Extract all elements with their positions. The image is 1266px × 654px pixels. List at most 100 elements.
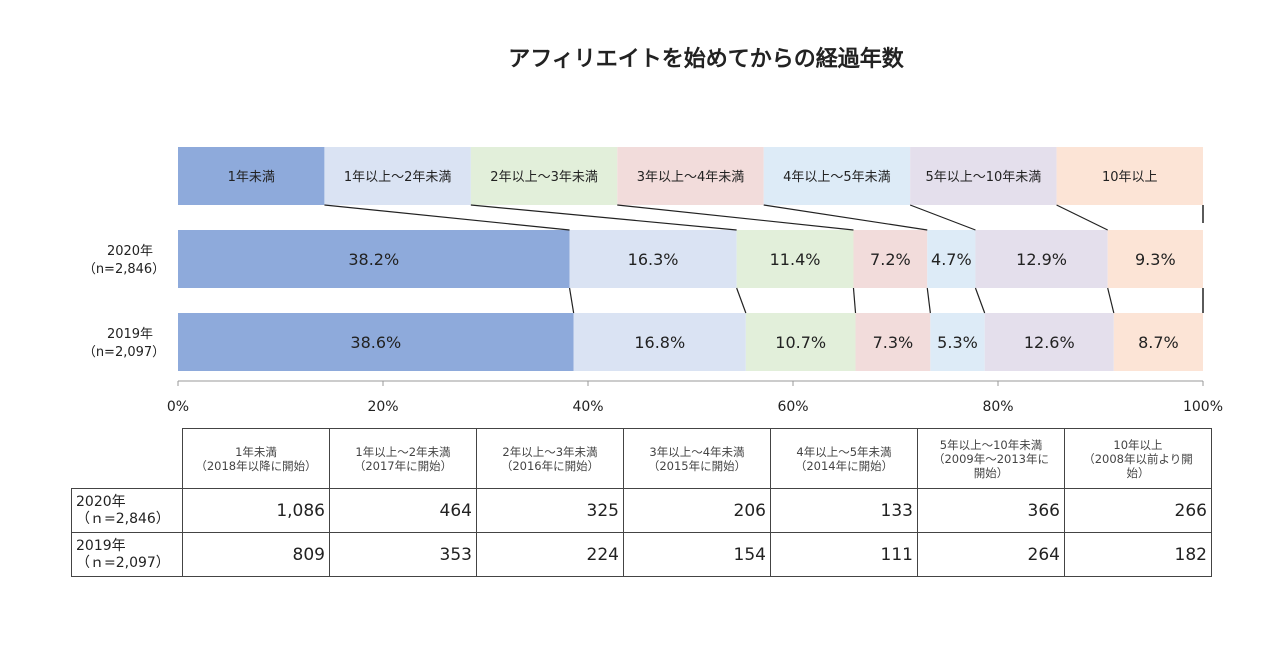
table-header-cell: 4年以上～5年未満 （2014年に開始） <box>770 428 918 489</box>
bars: 38.2% 16.3% 11.4% 7.2% 4.7% 12.9% 9.3% 38.6% 16.… <box>178 230 1203 371</box>
bar-segment <box>855 313 931 371</box>
table-header-line: 1年以上～2年未満 <box>355 444 451 459</box>
bar-label: 38.2% <box>348 250 399 269</box>
table-cell: 325 <box>476 488 624 533</box>
legend-swatch <box>470 147 618 205</box>
legend-label: 5年以上～10年未満 <box>925 170 1041 185</box>
table-corner-cell <box>71 428 183 489</box>
category-sublabel: （n=2,846） <box>83 262 165 277</box>
x-tick-label: 0% <box>167 399 189 415</box>
table-row-label: 2019年 （ｎ=2,097） <box>71 532 183 577</box>
table-header-line: （2009年～2013年に <box>932 451 1050 466</box>
bar-segment <box>178 230 570 288</box>
table-header-cell: 10年以上 （2008年以前より開 始） <box>1064 428 1212 489</box>
bar-segment <box>975 230 1108 288</box>
x-tick-label: 80% <box>982 399 1013 415</box>
bar-segment <box>736 230 854 288</box>
category-label: 2019年 <box>107 327 153 342</box>
bar-segment <box>1113 313 1203 371</box>
x-tick-label: 100% <box>1183 399 1223 415</box>
bar-label: 10.7% <box>775 333 826 352</box>
table-cell: 264 <box>917 532 1065 577</box>
bar-label: 7.2% <box>870 250 911 269</box>
table-header-line: （2017年に開始） <box>353 458 453 473</box>
connector-lines <box>324 204 1204 314</box>
category-labels: 2020年 （n=2,846） 2019年 （n=2,097） <box>83 244 165 360</box>
table-cell: 809 <box>182 532 330 577</box>
connector-line <box>852 287 857 314</box>
table-header-line: （2018年以降に開始） <box>195 458 317 473</box>
table-cell: 1,086 <box>182 488 330 533</box>
bar-segment <box>853 230 928 288</box>
bar-segment <box>569 230 737 288</box>
table-header-cell: 5年以上～10年未満 （2009年～2013年に 開始） <box>917 428 1065 489</box>
bar-segment <box>745 313 856 371</box>
table-header-line: （2008年以前より開 <box>1083 451 1193 466</box>
x-tick-label: 40% <box>572 399 603 415</box>
table-header-line: （2014年に開始） <box>794 458 894 473</box>
connector-line <box>909 204 976 231</box>
x-tick-label: 20% <box>367 399 398 415</box>
connector-line <box>1107 287 1115 314</box>
legend-label: 1年以上～2年未満 <box>344 170 452 185</box>
x-tick-label: 60% <box>777 399 808 415</box>
stacked-bar-chart: アフィリエイトを始めてからの経過年数 1年未満 1年以上～2年未満 2年以上～3年未… <box>83 46 1223 415</box>
bar-label: 4.7% <box>931 250 972 269</box>
connector-line <box>974 287 986 314</box>
table-cell: 464 <box>329 488 477 533</box>
legend-label: 3年以上～4年未満 <box>637 170 745 185</box>
bar-label: 16.3% <box>628 250 679 269</box>
bar-segment <box>927 230 976 288</box>
legend-label: 4年以上～5年未満 <box>783 170 891 185</box>
table-row-label-n: （ｎ=2,846） <box>76 510 170 527</box>
table-header-line: 開始） <box>973 465 1009 480</box>
data-table: 1年未満 （2018年以降に開始） 1年以上～2年未満 （2017年に開始） 2年以上～… <box>71 428 1212 577</box>
connector-line <box>926 287 931 314</box>
table-header-cell: 3年以上～4年未満 （2015年に開始） <box>623 428 771 489</box>
table-row-label-n: （ｎ=2,097） <box>76 554 170 571</box>
legend: 1年未満 1年以上～2年未満 2年以上～3年未満 3年以上～4年未満 4年以上～5年未満… <box>178 147 1204 223</box>
table-header-line: 2年以上～3年未満 <box>502 444 598 459</box>
table-cell: 206 <box>623 488 771 533</box>
table-header-line: 5年以上～10年未満 <box>939 437 1043 452</box>
table-cell: 266 <box>1064 488 1212 533</box>
table-row: 2019年 （ｎ=2,097） 809 353 224 154 111 264 182 <box>71 532 1212 577</box>
connector-line <box>763 204 928 231</box>
chart-title: アフィリエイトを始めてからの経過年数 <box>508 46 905 72</box>
table-header-cell: 1年以上～2年未満 （2017年に開始） <box>329 428 477 489</box>
bar-segment <box>930 313 985 371</box>
table-cell: 366 <box>917 488 1065 533</box>
bar-label: 5.3% <box>937 333 978 352</box>
category-label: 2020年 <box>107 244 153 259</box>
table-cell: 111 <box>770 532 918 577</box>
connector-line <box>736 287 747 314</box>
bar-segment <box>984 313 1114 371</box>
table-cell: 154 <box>623 532 771 577</box>
bar-label: 38.6% <box>350 333 401 352</box>
legend-swatch <box>324 147 471 205</box>
bar-label: 11.4% <box>770 250 821 269</box>
connector-line <box>1056 204 1108 231</box>
table-header-line: 4年以上～5年未満 <box>796 444 892 459</box>
legend-label: 2年以上～3年未満 <box>490 170 598 185</box>
bar-label: 16.8% <box>634 333 685 352</box>
table-header-cell: 2年以上～3年未満 （2016年に開始） <box>476 428 624 489</box>
bar-label: 12.9% <box>1016 250 1067 269</box>
table-header-line: 3年以上～4年未満 <box>649 444 745 459</box>
legend-swatch <box>910 147 1057 205</box>
bar-label: 9.3% <box>1135 250 1176 269</box>
table-header-line: （2015年に開始） <box>647 458 747 473</box>
bar-segment <box>178 313 574 371</box>
bar-label: 7.3% <box>873 333 914 352</box>
table-cell: 353 <box>329 532 477 577</box>
table-header-line: 始） <box>1126 465 1150 480</box>
bar-label: 12.6% <box>1024 333 1075 352</box>
table-row-label-year: 2020年 <box>76 493 126 510</box>
legend-swatch <box>763 147 911 205</box>
table-header-line: 10年以上 <box>1113 437 1163 452</box>
table-row-label: 2020年 （ｎ=2,846） <box>71 488 183 533</box>
bar-segment <box>573 313 746 371</box>
bar-segment <box>1107 230 1203 288</box>
table-cell: 133 <box>770 488 918 533</box>
connector-line <box>324 204 570 231</box>
